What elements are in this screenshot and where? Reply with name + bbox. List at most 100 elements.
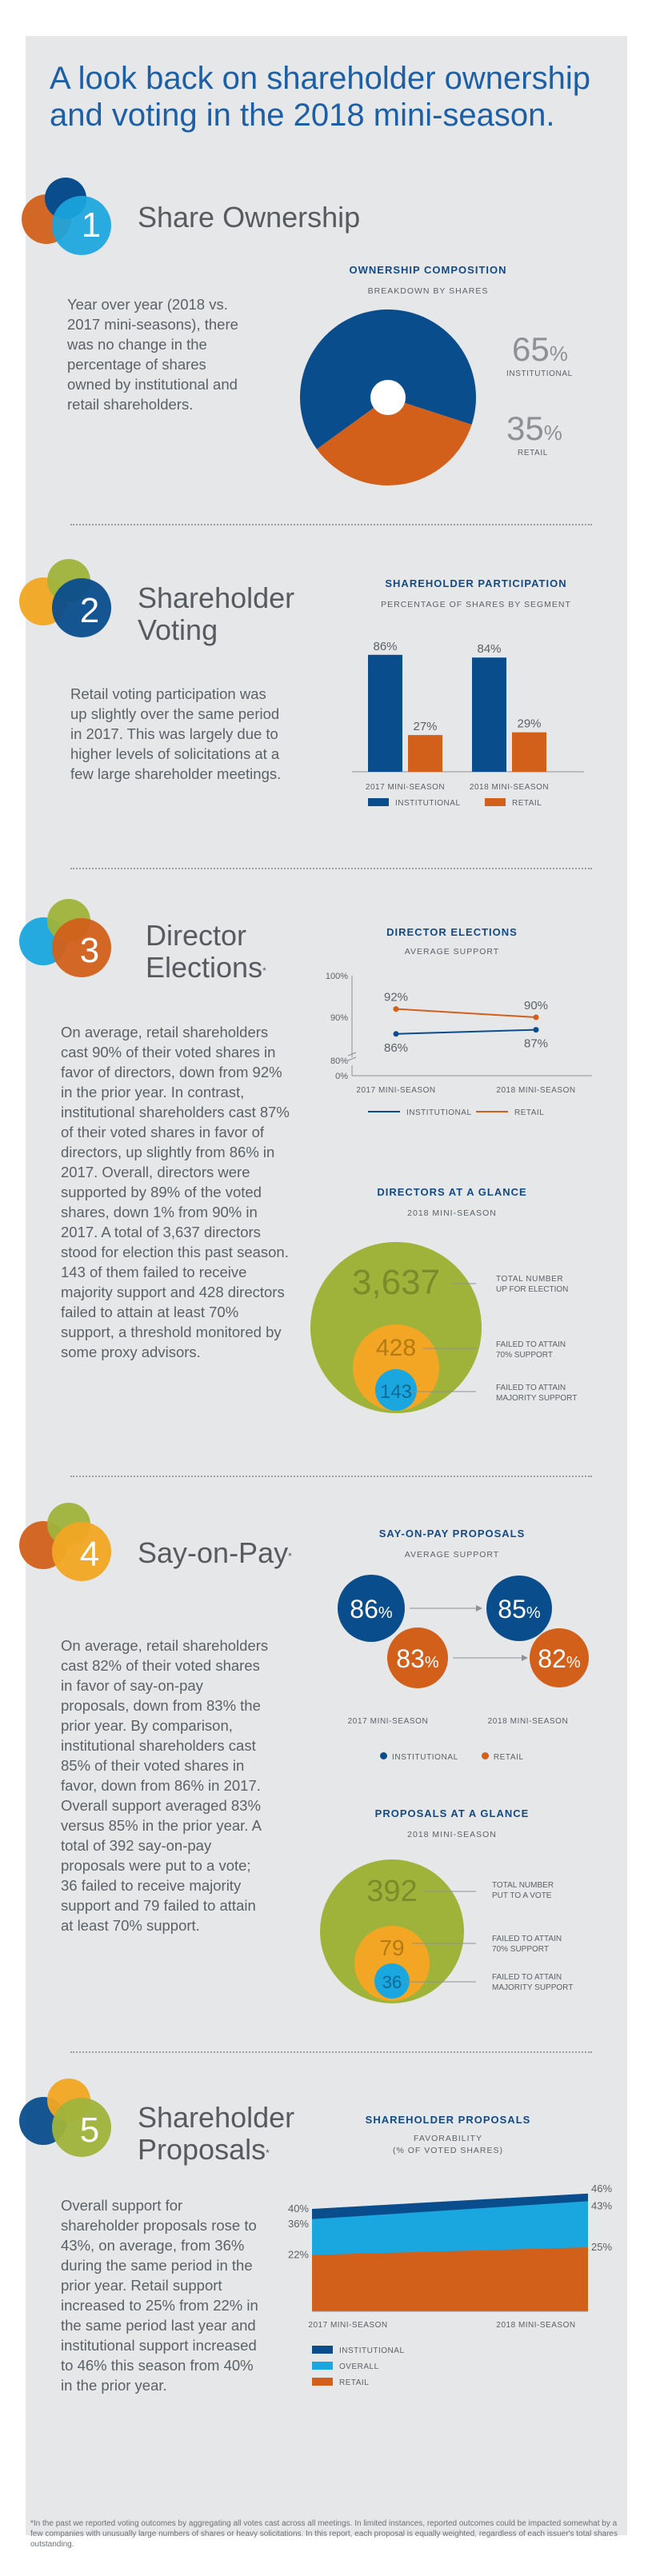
svg-text:FAILED TO ATTAIN: FAILED TO ATTAIN: [496, 1384, 566, 1392]
svg-text:83%: 83%: [396, 1644, 439, 1673]
section-5-title: Shareholder Proposals*: [138, 2101, 295, 2166]
legend-label-institutional: INSTITUTIONAL: [406, 1108, 472, 1117]
total-proposals-value: 392: [366, 1875, 417, 1908]
svg-text:FAILED TO ATTAIN: FAILED TO ATTAIN: [496, 1340, 566, 1349]
failed-70-value: 428: [376, 1335, 416, 1361]
section-number: 2: [80, 591, 99, 630]
svg-text:82%: 82%: [538, 1644, 581, 1673]
svg-text:86%: 86%: [350, 1595, 393, 1623]
axis-break: [347, 1052, 357, 1056]
legend-label: RETAIL: [339, 2378, 369, 2387]
pie-slice-institutional: [299, 309, 476, 449]
line-value-label: 87%: [524, 1037, 548, 1051]
section-number: 3: [80, 931, 99, 970]
section-3-body: On average, retail shareholders cast 90%…: [61, 1024, 290, 1360]
line-value-label: 92%: [384, 991, 408, 1004]
svg-text:70% SUPPORT: 70% SUPPORT: [496, 1351, 553, 1360]
axis-break: [347, 1056, 357, 1061]
proposals-glance-circles: 392 79 36 TOTAL NUMBER PUT TO A VOTE FAI…: [320, 1859, 573, 2003]
retail-label: RETAIL: [518, 449, 548, 457]
svg-text:TOTAL NUMBER: TOTAL NUMBER: [492, 1881, 554, 1890]
proposals-chart-subtitle-2: (% OF VOTED SHARES): [392, 2146, 503, 2155]
svg-text:FAILED TO ATTAIN: FAILED TO ATTAIN: [492, 1973, 562, 1982]
total-directors-value: 3,637: [352, 1263, 440, 1302]
legend-swatch: [312, 2346, 333, 2354]
sop-2017-label: 2017 MINI-SEASON: [347, 1717, 429, 1726]
retail-percent: 35%: [506, 409, 562, 447]
svg-text:UP FOR ELECTION: UP FOR ELECTION: [496, 1285, 568, 1294]
failed-majority-value: 143: [380, 1381, 412, 1403]
line-point: [393, 1006, 399, 1012]
section-5-badge: 5: [19, 2079, 111, 2157]
sop-bubble-chart: 86% 83% 85% 82%: [338, 1575, 589, 1688]
section-4-title: Say-on-Pay*: [138, 1536, 292, 1569]
y-tick-label: 100%: [326, 972, 348, 981]
proposals-chart-title: SHAREHOLDER PROPOSALS: [365, 2114, 531, 2126]
sop-chart-subtitle: AVERAGE SUPPORT: [404, 1550, 500, 1560]
section-number: 4: [80, 1535, 99, 1574]
bar-value-label: 84%: [477, 642, 501, 656]
proposals-glance-title: PROPOSALS AT A GLANCE: [374, 1807, 530, 1819]
section-5-body: Overall support for shareholder proposal…: [61, 2197, 258, 2394]
y-tick-label: 80%: [330, 1056, 348, 1066]
page-title: A look back on shareholder ownership and…: [50, 61, 590, 133]
area-retail: [312, 2247, 588, 2311]
line-point: [393, 1031, 399, 1037]
director-chart-subtitle: AVERAGE SUPPORT: [404, 947, 500, 957]
institutional-label: INSTITUTIONAL: [506, 369, 573, 378]
section-1-body: Year over year (2018 vs. 2017 mini-seaso…: [67, 296, 238, 413]
line-point: [533, 1014, 539, 1020]
legend-label: INSTITUTIONAL: [339, 2346, 405, 2355]
area-value-label: 36%: [288, 2218, 309, 2230]
directors-glance-circles: 3,637 428 143 TOTAL NUMBER UP FOR ELECTI…: [310, 1242, 577, 1413]
line-retail: [395, 1008, 537, 1018]
legend-swatch: [312, 2378, 333, 2386]
y-tick-label: 90%: [330, 1013, 348, 1023]
section-divider: [70, 524, 592, 525]
legend-label-institutional: INSTITUTIONAL: [395, 799, 461, 808]
proposals-chart-subtitle-1: FAVORABILITY: [414, 2134, 482, 2143]
line-category-label: 2017 MINI-SEASON: [356, 1086, 435, 1095]
failed-70-value: 79: [379, 1935, 404, 1960]
sop-legend: INSTITUTIONAL RETAIL: [380, 1752, 524, 1762]
proposals-area-chart: 40% 46% 36% 43% 22% 25% 2017 MINI-SEASON 2018 M…: [288, 2183, 612, 2387]
section-number: 1: [82, 206, 101, 245]
section-1-badge: 1: [22, 178, 111, 255]
legend-swatch: [312, 2362, 333, 2370]
section-4-badge: 4: [19, 1503, 111, 1581]
section-divider: [70, 2051, 592, 2053]
directors-glance-title: DIRECTORS AT A GLANCE: [377, 1186, 527, 1198]
line-institutional: [395, 1028, 537, 1035]
line-category-label: 2018 MINI-SEASON: [496, 1086, 575, 1095]
failed-majority-value: 36: [382, 1972, 402, 1992]
legend-swatch-retail: [485, 798, 506, 806]
section-3-badge: 3: [19, 899, 111, 977]
legend-label: OVERALL: [339, 2362, 379, 2371]
section-2-body: Retail voting participation was up sligh…: [70, 685, 282, 782]
area-category-label: 2018 MINI-SEASON: [496, 2321, 575, 2330]
institutional-percent: 65%: [512, 330, 568, 368]
line-point: [533, 1027, 539, 1033]
legend-swatch-institutional: [368, 798, 389, 806]
ownership-chart-subtitle: BREAKDOWN BY SHARES: [367, 286, 489, 296]
line-value-label: 86%: [384, 1041, 408, 1055]
bar-value-label: 86%: [373, 640, 397, 653]
section-divider: [70, 1476, 592, 1477]
area-value-label: 46%: [591, 2183, 612, 2195]
area-category-label: 2017 MINI-SEASON: [308, 2321, 387, 2330]
bar-retail-1: [512, 732, 546, 772]
bar-institutional-1: [472, 657, 506, 772]
section-divider: [70, 868, 592, 869]
section-2-badge: 2: [19, 559, 111, 637]
bar-value-label: 29%: [517, 717, 541, 731]
svg-text:TOTAL NUMBER: TOTAL NUMBER: [496, 1275, 563, 1284]
participation-chart-subtitle: PERCENTAGE OF SHARES BY SEGMENT: [381, 600, 571, 609]
bar-retail-0: [408, 735, 442, 772]
director-chart-title: DIRECTOR ELECTIONS: [386, 926, 518, 938]
participation-bar-chart: 86% 27% 2017 MINI-SEASON 84% 29% 2018 MINI-SE…: [352, 640, 584, 808]
area-value-label: 25%: [591, 2241, 612, 2253]
bar-value-label: 27%: [413, 720, 437, 733]
svg-text:MAJORITY SUPPORT: MAJORITY SUPPORT: [492, 1983, 573, 1992]
section-4-body: On average, retail shareholders cast 82%…: [61, 1637, 269, 1934]
sop-chart-title: SAY-ON-PAY PROPOSALS: [378, 1528, 526, 1540]
